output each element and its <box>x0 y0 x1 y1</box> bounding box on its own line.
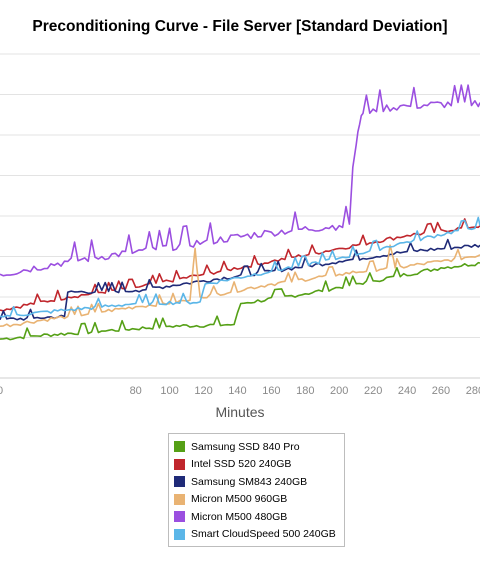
legend-label: Samsung SSD 840 Pro <box>191 440 300 453</box>
x-tick-label: 140 <box>228 385 246 397</box>
legend-swatch <box>174 441 185 453</box>
series-line-samsung-sm843-240gb <box>0 238 480 321</box>
x-tick-label: 0 <box>0 385 3 397</box>
legend-item: Micron M500 480GB <box>174 508 344 526</box>
x-tick-label: 220 <box>364 385 382 397</box>
series-line-micron-m500-480gb <box>0 84 480 277</box>
series-line-samsung-ssd-840-pro <box>0 261 480 341</box>
legend-label: Micron M500 480GB <box>191 510 288 523</box>
legend-label: Micron M500 960GB <box>191 493 288 506</box>
legend-swatch <box>174 528 185 540</box>
series-line-micron-m500-960gb <box>0 244 480 328</box>
legend-label: Intel SSD 520 240GB <box>191 458 292 471</box>
x-tick-label: 100 <box>160 385 178 397</box>
x-axis-label: Minutes <box>215 404 265 420</box>
legend: Samsung SSD 840 Pro Intel SSD 520 240GB Sa… <box>168 433 345 547</box>
legend-item: Intel SSD 520 240GB <box>174 456 344 474</box>
chart-plot: 0 80 100 120 140 160 180 200 220 240 260 280 <box>0 53 480 397</box>
legend-swatch <box>174 493 185 505</box>
x-tick-label: 160 <box>262 385 280 397</box>
x-tick-label: 280 <box>466 385 480 397</box>
x-tick-label: 80 <box>130 385 142 397</box>
legend-swatch <box>174 476 185 488</box>
series-line-smart-cloudspeed-500-240gb <box>0 216 480 318</box>
x-tick-label: 240 <box>398 385 416 397</box>
legend-label: Smart CloudSpeed 500 240GB <box>191 528 336 541</box>
gridlines <box>0 53 480 379</box>
x-tick-labels: 0 80 100 120 140 160 180 200 220 240 260 280 <box>0 385 480 397</box>
x-tick-label: 260 <box>432 385 450 397</box>
chart-title: Preconditioning Curve - File Server [Sta… <box>32 18 448 35</box>
legend-swatch <box>174 458 185 470</box>
x-tick-label: 200 <box>330 385 348 397</box>
series-line-intel-ssd-520-240gb <box>0 218 480 312</box>
legend-item: Samsung SM843 240GB <box>174 473 344 491</box>
legend-item: Smart CloudSpeed 500 240GB <box>174 526 344 544</box>
legend-swatch <box>174 511 185 523</box>
x-tick-label: 180 <box>296 385 314 397</box>
legend-item: Micron M500 960GB <box>174 491 344 509</box>
legend-item: Samsung SSD 840 Pro <box>174 438 344 456</box>
legend-label: Samsung SM843 240GB <box>191 475 308 488</box>
x-tick-label: 120 <box>194 385 212 397</box>
series-lines <box>0 84 480 341</box>
